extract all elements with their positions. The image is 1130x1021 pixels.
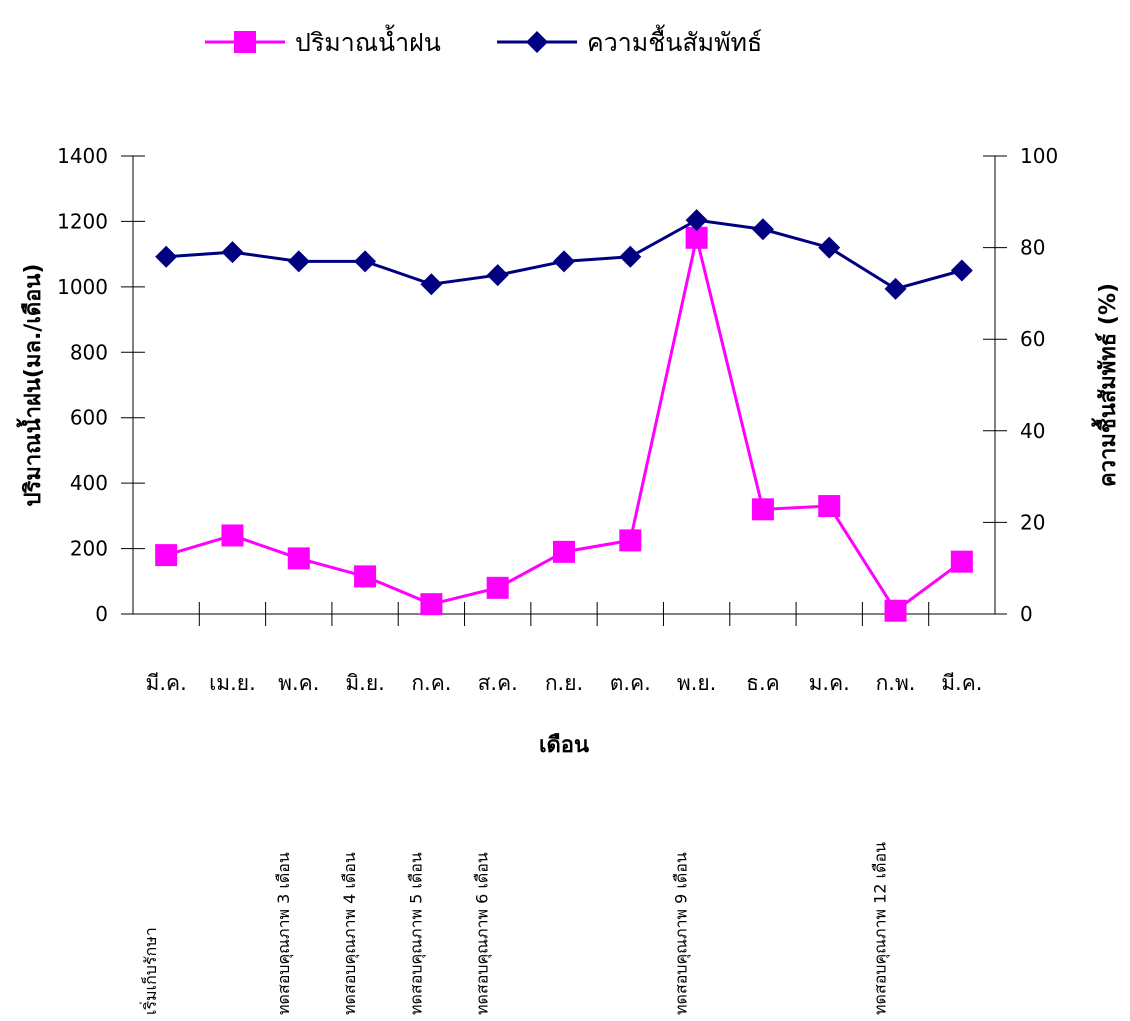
legend-marker-rainfall — [234, 31, 256, 53]
left-y-axis-ticks: 0 200 400 600 800 1000 1200 1400 — [57, 144, 145, 626]
x-tick-label: มิ.ย. — [345, 671, 385, 695]
left-y-tick-label: 800 — [70, 340, 108, 364]
data-point-square — [751, 498, 774, 521]
data-point-square — [553, 540, 575, 563]
data-point-diamond — [221, 241, 244, 264]
annotation-label: ทดสอบคุณภาพ 4 เดือน — [340, 852, 360, 1015]
x-tick-label: ส.ค. — [478, 671, 518, 695]
left-y-tick-label: 0 — [95, 602, 108, 626]
data-point-square — [287, 547, 310, 570]
data-point-diamond — [950, 259, 973, 282]
annotation-label: ทดสอบคุณภาพ 9 เดือน — [672, 852, 692, 1015]
x-tick-label: มี.ค. — [941, 671, 982, 695]
data-point-square — [685, 226, 708, 249]
right-y-axis-title: ความชื้นสัมพัทธ์ (%) — [1091, 283, 1121, 487]
chart-axes — [132, 156, 996, 615]
right-y-tick-label: 100 — [1020, 144, 1058, 168]
data-point-square — [221, 524, 244, 547]
data-point-square — [950, 550, 973, 573]
annotation-label: ทดสอบคุณภาพ 6 เดือน — [473, 852, 493, 1015]
left-y-tick-label: 1200 — [57, 209, 108, 233]
x-tick-label: ก.ย. — [545, 671, 583, 695]
x-tick-label: ม.ค. — [809, 671, 850, 695]
data-point-square — [619, 529, 642, 552]
right-y-tick-label: 40 — [1020, 419, 1045, 443]
left-y-tick-label: 600 — [70, 406, 108, 430]
annotations: เริ่มเก็บรักษา ทดสอบคุณภาพ 3 เดือน ทดสอบคุ… — [139, 842, 890, 1015]
data-point-square — [420, 593, 443, 616]
annotation-label: ทดสอบคุณภาพ 12 เดือน — [871, 842, 891, 1015]
x-tick-label: ธ.ค — [746, 671, 780, 695]
data-point-square — [486, 576, 509, 599]
data-point-diamond — [486, 264, 509, 287]
data-point-diamond — [818, 236, 841, 259]
left-y-tick-label: 1000 — [57, 275, 108, 299]
x-axis-ticks: มี.ค. เม.ย. พ.ค. มิ.ย. ก.ค. ส.ค. ก.ย. ต.ค. พ.ย. ธ… — [146, 602, 982, 695]
annotation-label: เริ่มเก็บรักษา — [139, 927, 160, 1015]
data-point-diamond — [884, 277, 907, 300]
data-point-square — [884, 599, 907, 622]
x-tick-label: ต.ค. — [610, 671, 651, 695]
x-tick-label: พ.ค. — [278, 671, 319, 695]
left-y-tick-label: 400 — [70, 471, 108, 495]
x-tick-label: ก.ค. — [411, 671, 451, 695]
data-point-diamond — [354, 250, 377, 273]
annotation-label: ทดสอบคุณภาพ 5 เดือน — [406, 852, 426, 1015]
legend-label-rainfall: ปริมาณน้ำฝน — [295, 24, 441, 57]
left-y-tick-label: 1400 — [57, 144, 108, 168]
series-layer — [155, 209, 973, 622]
data-point-diamond — [420, 273, 443, 296]
x-tick-label: ก.พ. — [876, 671, 916, 695]
right-y-axis-ticks: 0 20 40 60 80 100 — [983, 144, 1058, 626]
x-tick-label: พ.ย. — [677, 671, 717, 695]
legend-label-humidity: ความชื้นสัมพัทธ์ — [587, 24, 762, 57]
axis-titles: เดือน ปริมาณน้ำฝน(มล./เดือน) ความชื้นสัมพั… — [16, 264, 1121, 758]
data-point-square — [155, 544, 178, 567]
data-point-diamond — [155, 245, 178, 268]
left-y-tick-label: 200 — [70, 537, 108, 561]
right-y-tick-label: 80 — [1020, 236, 1045, 260]
data-point-square — [818, 495, 841, 518]
left-y-axis-title: ปริมาณน้ำฝน(มล./เดือน) — [16, 264, 46, 507]
x-tick-label: มี.ค. — [146, 671, 187, 695]
data-point-diamond — [553, 250, 575, 273]
data-point-diamond — [685, 209, 708, 232]
legend-marker-humidity — [526, 31, 548, 53]
data-point-diamond — [619, 245, 642, 268]
data-point-diamond — [751, 218, 774, 241]
legend: ปริมาณน้ำฝน ความชื้นสัมพัทธ์ — [205, 24, 762, 57]
x-axis-title: เดือน — [539, 733, 589, 758]
right-y-tick-label: 0 — [1020, 602, 1033, 626]
right-y-tick-label: 60 — [1020, 327, 1045, 351]
annotation-label: ทดสอบคุณภาพ 3 เดือน — [274, 852, 294, 1015]
data-point-diamond — [287, 250, 310, 273]
x-tick-label: เม.ย. — [209, 671, 256, 695]
right-y-tick-label: 20 — [1020, 510, 1045, 534]
data-point-square — [354, 565, 377, 588]
